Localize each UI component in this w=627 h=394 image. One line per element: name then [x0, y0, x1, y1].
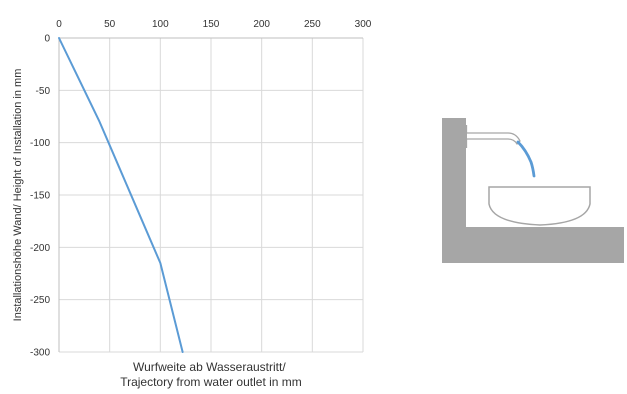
y-tick-label: 0 — [44, 34, 50, 45]
x-axis-title-line-1: Wurfweite ab Wasseraustritt/ — [133, 360, 286, 374]
basin-outline — [488, 186, 591, 226]
y-tick-label: -100 — [30, 138, 50, 149]
y-tick-label: -300 — [30, 348, 50, 359]
y-axis-title: Installationshöhe Wand/ Height of Instal… — [12, 69, 24, 322]
axes — [58, 37, 363, 352]
x-tick-label: 200 — [253, 19, 270, 30]
x-tick-label: 100 — [152, 19, 169, 30]
floor-block — [442, 227, 624, 263]
y-tick-label: -250 — [30, 295, 50, 306]
y-tick-label: -50 — [36, 86, 51, 97]
trajectory-line-0 — [58, 37, 184, 353]
gridlines — [59, 38, 364, 353]
y-tick-label: -200 — [30, 243, 50, 254]
x-tick-label: 50 — [104, 19, 116, 30]
x-tick-label: 300 — [355, 19, 372, 30]
x-tick-label: 250 — [304, 19, 321, 30]
tick-labels: 0 50 100 150 200 250 300 0 -50 -100 -150 -200 -250 -3… — [30, 19, 372, 359]
spout-pipe — [467, 132, 521, 145]
plot-area: 0 50 100 150 200 250 300 0 -50 -100 -150 -200 -250 -3… — [30, 19, 372, 359]
series-layer — [58, 37, 184, 353]
x-axis-title: Wurfweite ab Wasseraustritt/ Trajectory … — [120, 360, 302, 389]
y-tick-label: -150 — [30, 191, 50, 202]
spout-basin-illustration — [442, 118, 624, 263]
water-stream — [516, 140, 536, 178]
x-axis-title-line-2: Trajectory from water outlet in mm — [120, 375, 302, 389]
x-tick-label: 150 — [203, 19, 220, 30]
x-tick-label: 0 — [56, 19, 62, 30]
